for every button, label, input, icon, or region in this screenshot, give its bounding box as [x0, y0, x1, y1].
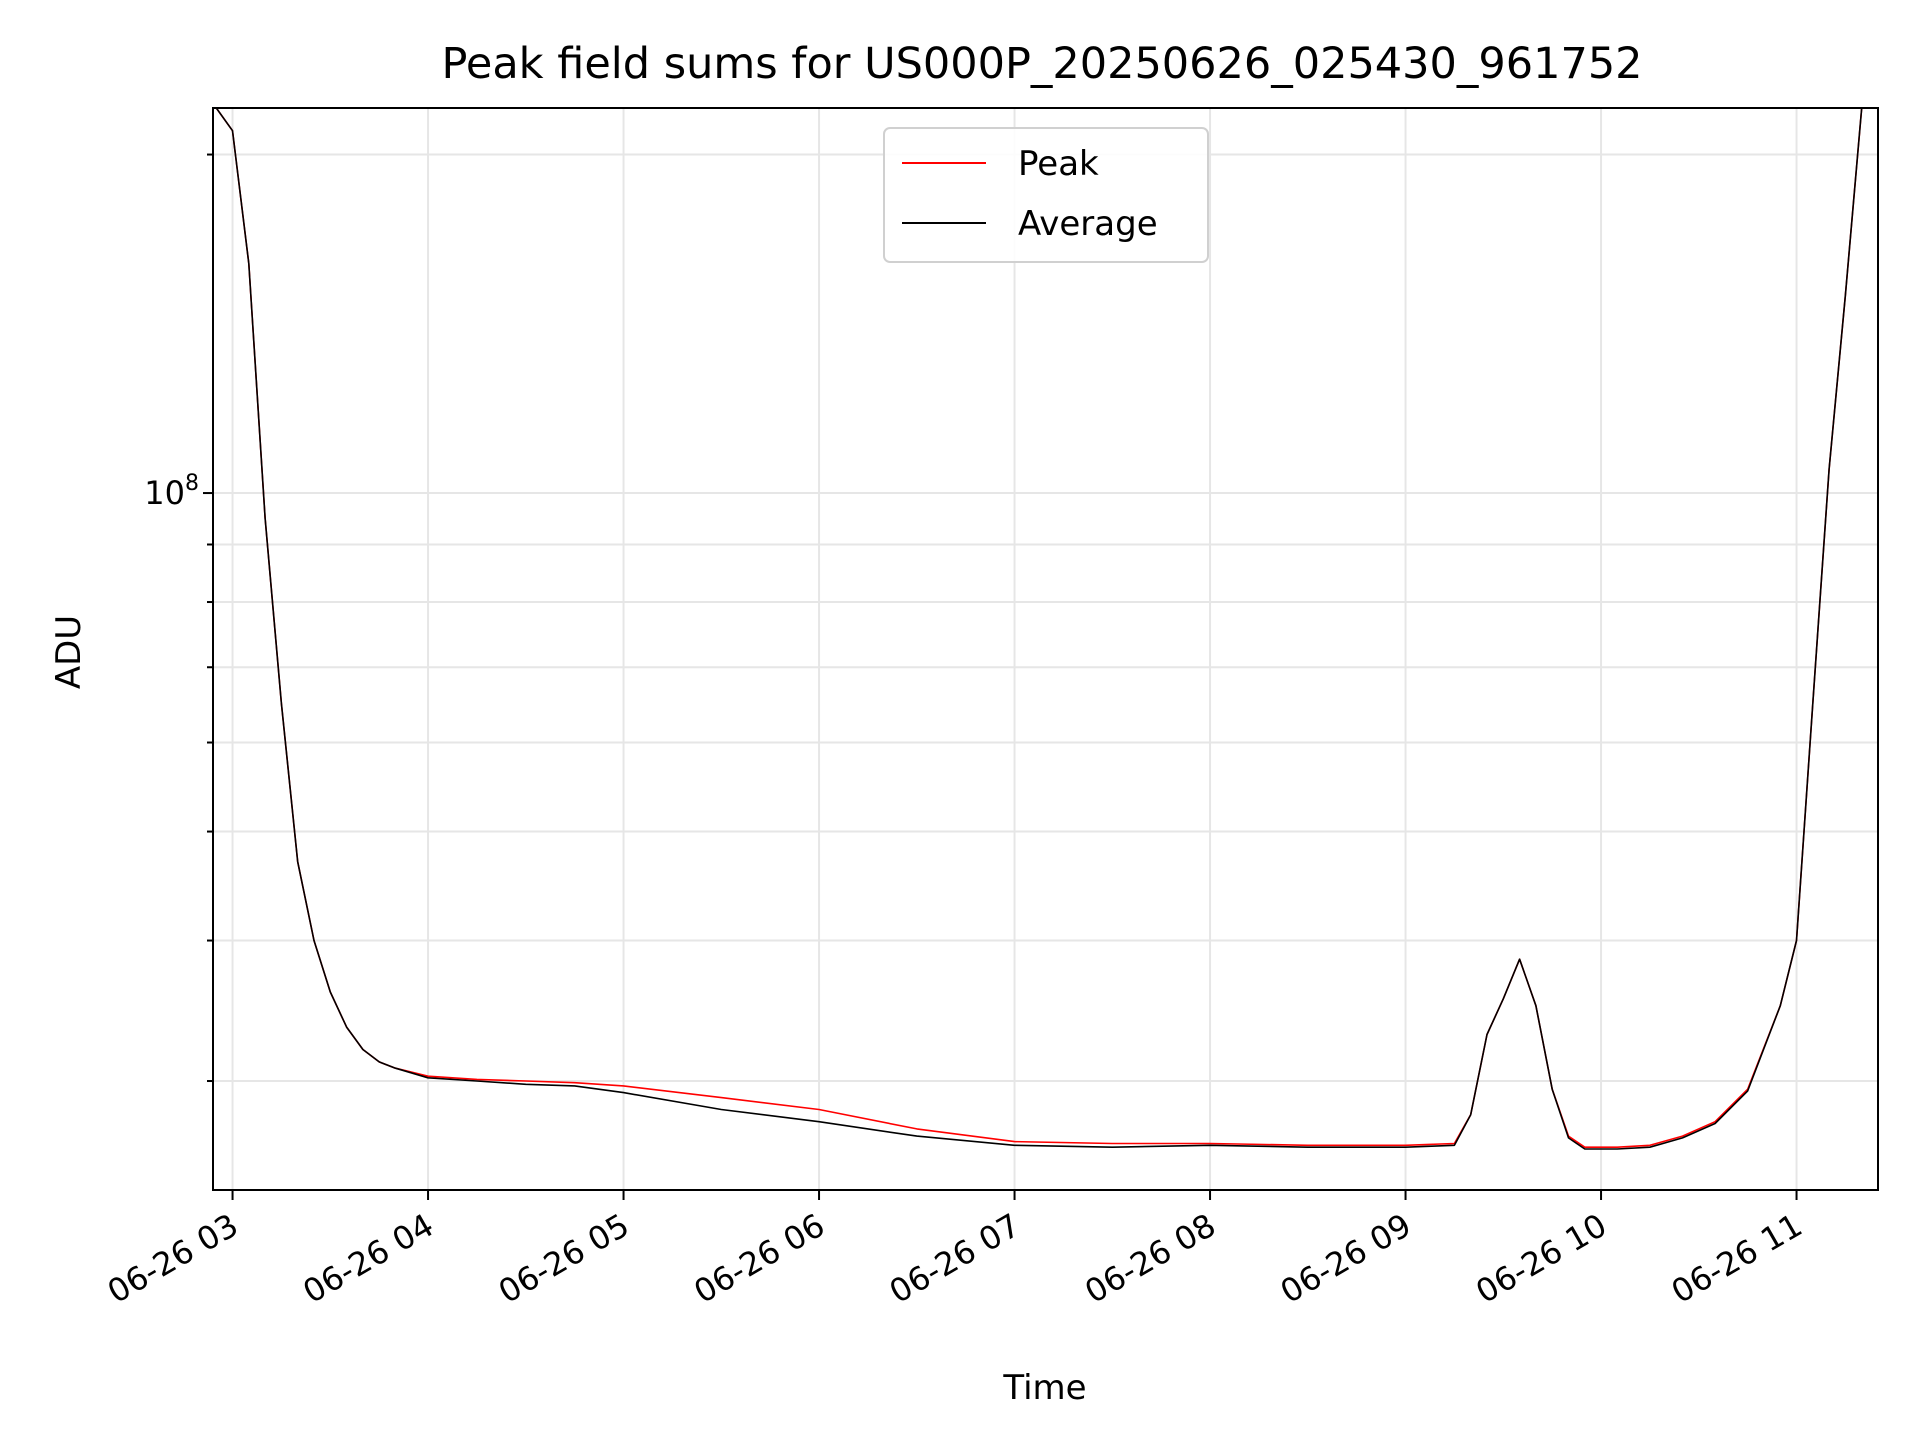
legend-label-average: Average [1018, 204, 1158, 244]
plot-frame [212, 107, 1879, 1191]
legend-box [883, 127, 1209, 263]
y-axis-label: ADU [49, 615, 89, 689]
y-axis: 108 [144, 153, 213, 1083]
series-line-average [215, 108, 1863, 1150]
y-tick-label: 108 [144, 471, 199, 512]
x-axis-label: Time [1002, 1368, 1086, 1408]
series-layer [215, 108, 1863, 1150]
legend-label-peak: Peak [1018, 144, 1099, 184]
chart-title: Peak field sums for US000P_20250626_0254… [441, 39, 1642, 89]
grid [213, 108, 1878, 1190]
legend: Peak Average [883, 127, 1209, 263]
